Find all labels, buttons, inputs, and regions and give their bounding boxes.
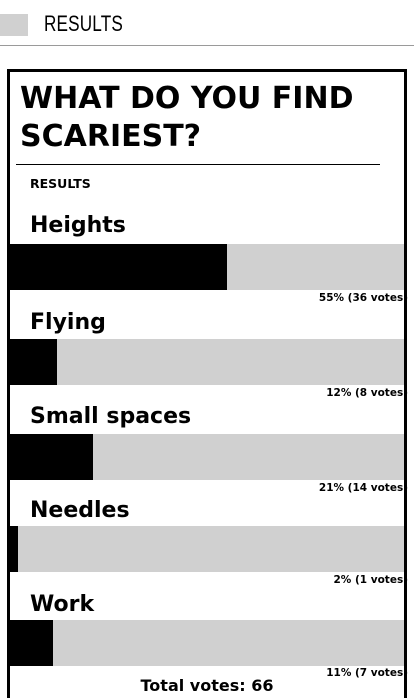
poll-result-stat: 55% (36 votes) (318, 292, 408, 304)
poll-option-label: Small spaces (30, 404, 192, 429)
header-label: RESULTS (44, 11, 123, 36)
poll-option-label: Heights (30, 213, 126, 238)
poll-title: WHAT DO YOU FIND SCARIEST? (20, 81, 354, 154)
poll-result-fill (10, 339, 58, 385)
poll-result-bar (10, 339, 404, 385)
header-swatch (0, 14, 28, 36)
poll-option-label: Work (30, 592, 95, 617)
poll-result-stat: 21% (14 votes) (318, 482, 408, 494)
poll-result-fill (10, 434, 93, 480)
header-divider (0, 45, 414, 46)
page-header: RESULTS (0, 0, 414, 46)
poll-option-label: Needles (30, 498, 130, 523)
poll-result-stat: 2% (1 votes) (333, 574, 409, 586)
title-divider (16, 164, 380, 165)
poll-result-fill (10, 526, 18, 572)
poll-result-stat: 12% (8 votes) (326, 387, 408, 399)
poll-result-fill (10, 620, 54, 666)
poll-result-bar (10, 244, 404, 290)
results-label: RESULTS (30, 176, 91, 191)
poll-result-bar (10, 620, 404, 666)
poll-result-fill (10, 244, 227, 290)
poll-result-stat: 11% (7 votes) (326, 667, 408, 679)
total-votes: Total votes: 66 (140, 676, 274, 695)
poll-option-label: Flying (30, 310, 106, 335)
poll-result-bar (10, 526, 404, 572)
poll-widget (7, 69, 407, 698)
poll-result-bar (10, 434, 404, 480)
